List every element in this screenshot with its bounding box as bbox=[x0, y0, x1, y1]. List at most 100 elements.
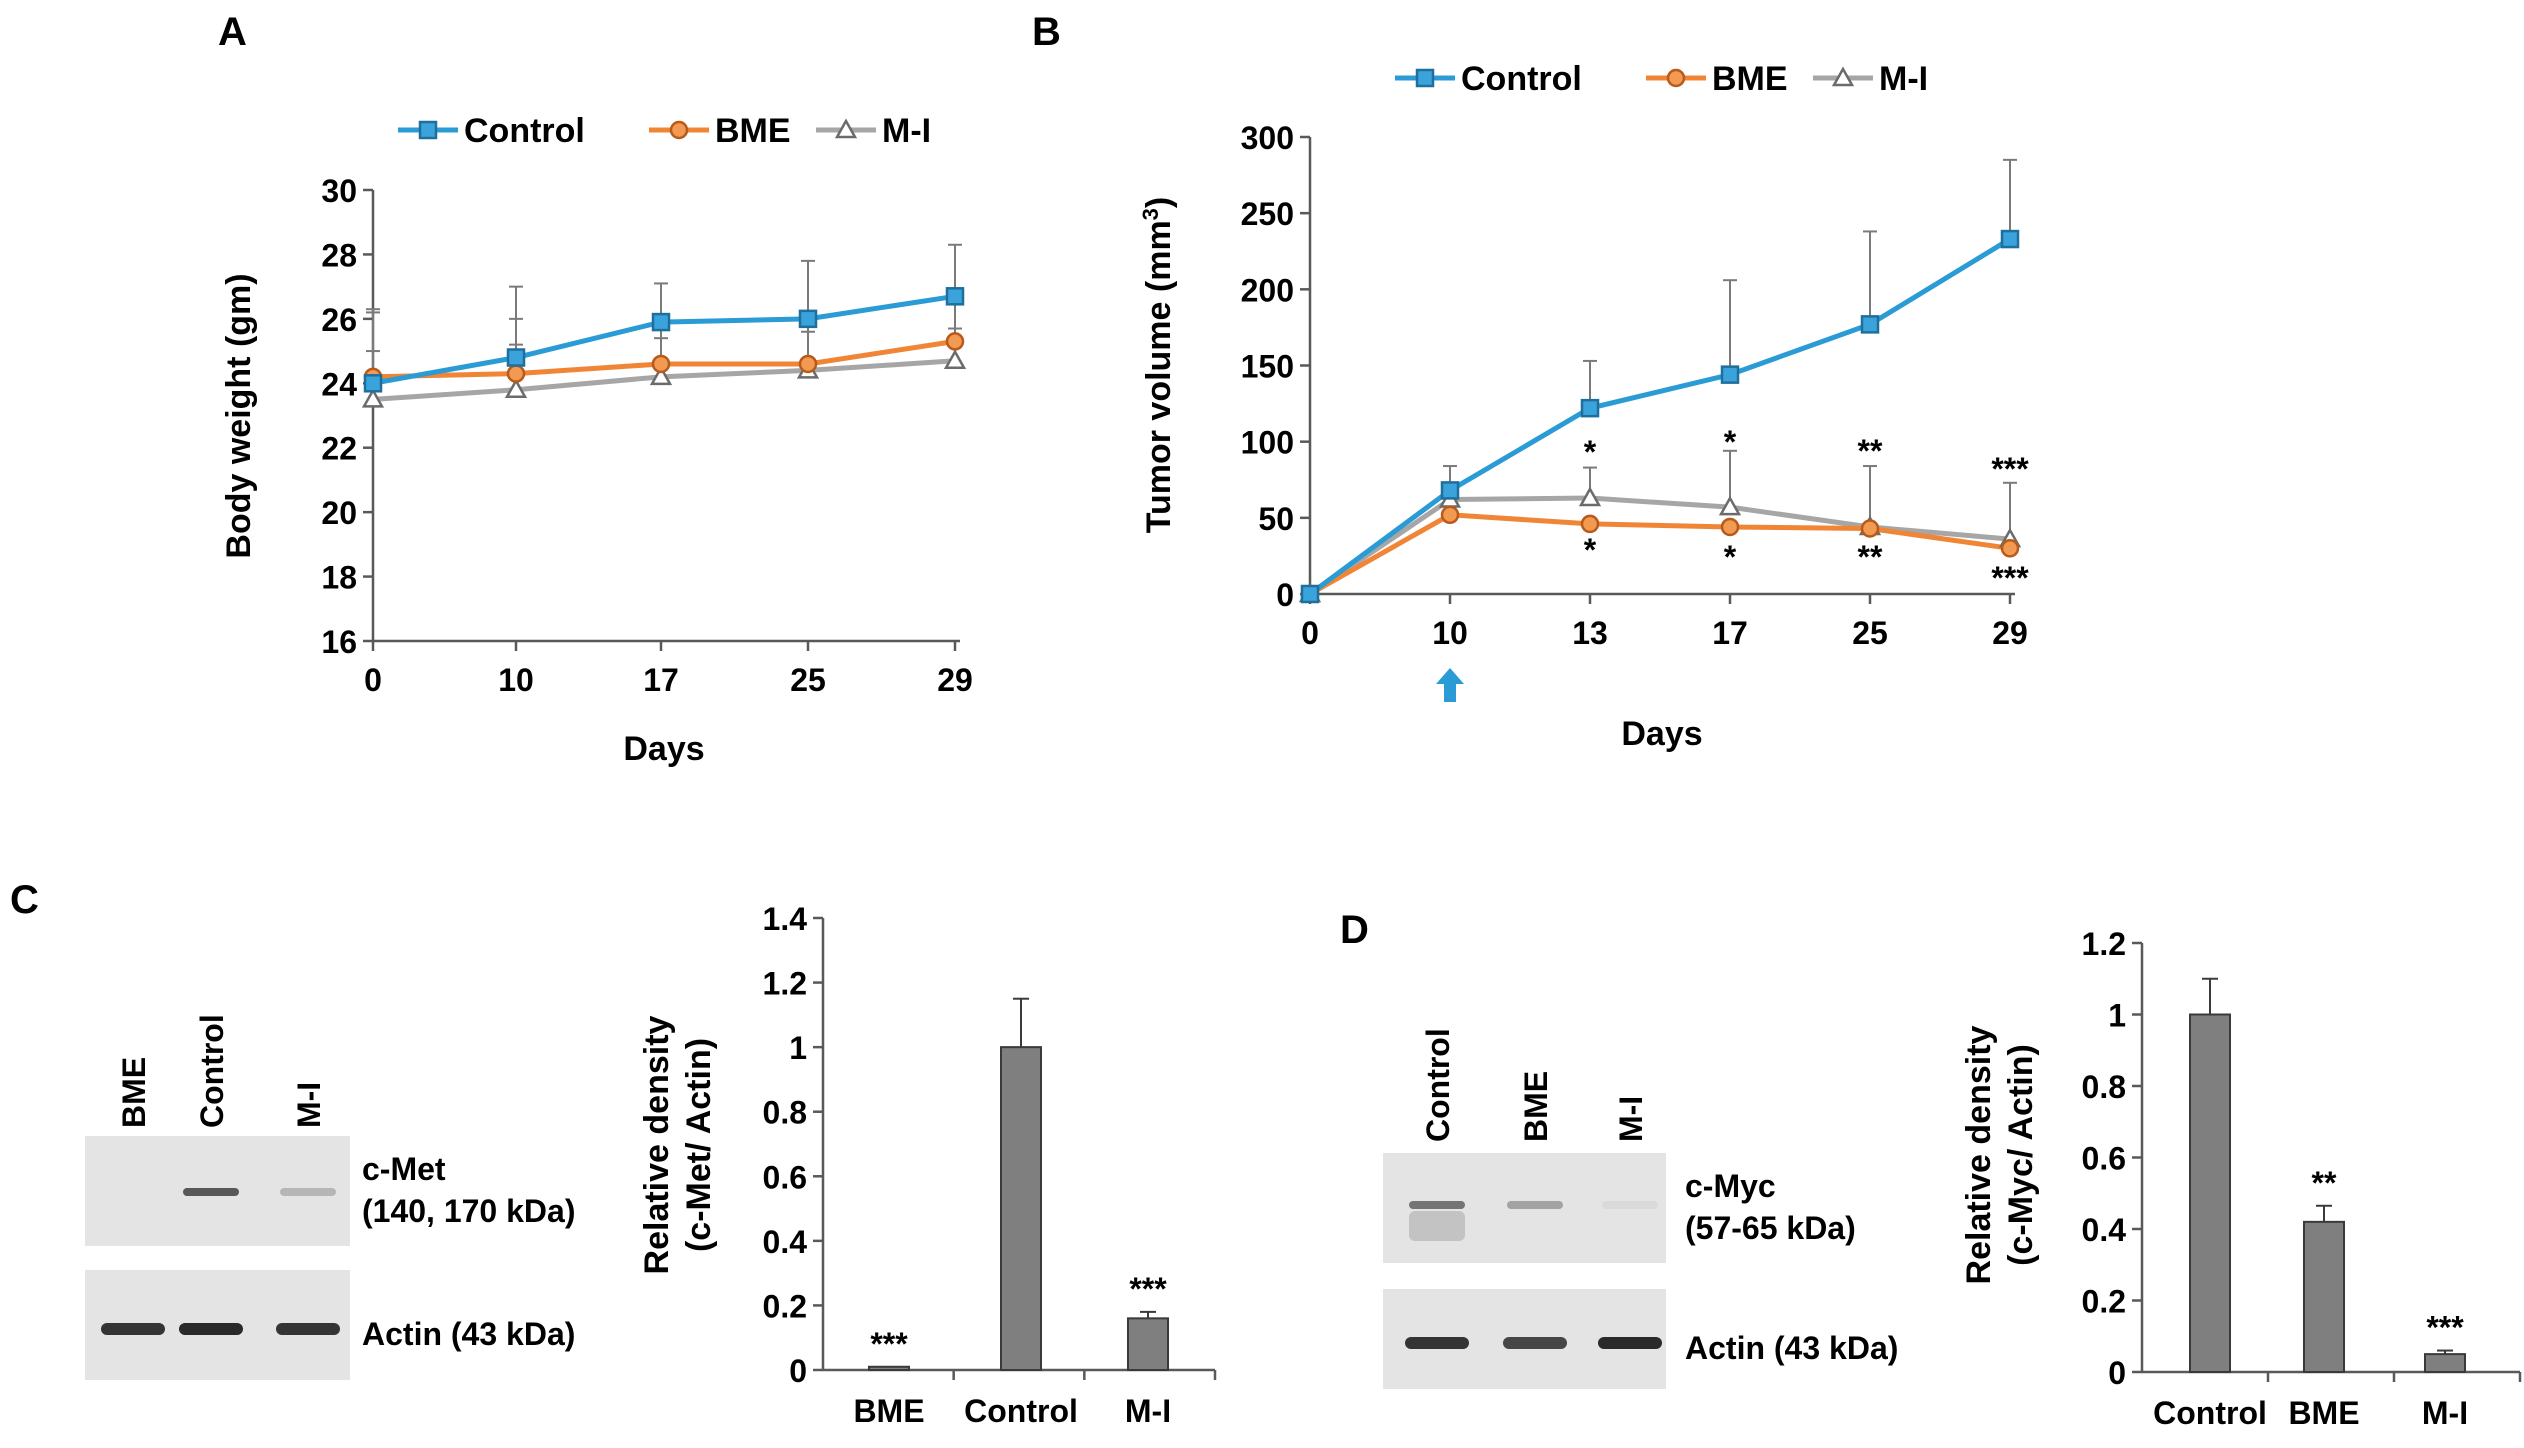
chart-a-point-bme-2 bbox=[651, 354, 671, 374]
chart-d-sig-label-2: *** bbox=[2426, 1310, 2464, 1346]
blot-d-actin-label: Actin (43 kDa) bbox=[1685, 1330, 1898, 1366]
blot-d-target-label-2: (57-65 kDa) bbox=[1685, 1210, 1856, 1246]
chart-b-point-control-3 bbox=[1720, 365, 1740, 384]
chart-a-x-tick-label-0: 0 bbox=[364, 662, 382, 698]
chart-c-bar-1 bbox=[1000, 1046, 1042, 1371]
chart-a-x-tick-label-1: 10 bbox=[498, 662, 534, 698]
chart-b-x-tick-label-2: 13 bbox=[1572, 615, 1608, 651]
chart-a-x-tick-label-4: 29 bbox=[937, 662, 973, 698]
blot-c-target-band-2 bbox=[280, 1188, 336, 1196]
blot-c-target-label-1: c-Met bbox=[362, 1151, 446, 1187]
blot-c-lane-label-1: Control bbox=[194, 1014, 230, 1128]
chart-d-y-tick-label-5: 1 bbox=[2108, 998, 2126, 1034]
chart-b-y-tick-label-0: 0 bbox=[1276, 577, 1294, 613]
chart-d-x-tick-label-1: BME bbox=[2288, 1395, 2359, 1431]
blot-d-target-band-1 bbox=[1507, 1201, 1563, 1209]
chart-d-y-tick-label-0: 0 bbox=[2108, 1355, 2126, 1391]
blot-d-actin-band-2 bbox=[1598, 1337, 1662, 1349]
chart-b-y-tick-label-3: 150 bbox=[1241, 349, 1294, 385]
chart-d-sig-label-1: ** bbox=[2312, 1165, 2337, 1201]
chart-c-y-tick-label-3: 0.6 bbox=[763, 1159, 807, 1195]
panel-letter-b: B bbox=[1032, 10, 1061, 54]
panel-letter-d: D bbox=[1340, 908, 1369, 952]
chart-a-legend-marker-2 bbox=[834, 118, 858, 139]
chart-b-point-m-i-3 bbox=[1718, 495, 1742, 516]
chart-d-cmyc-density: 0 0.2 0.4 0.6 0.8 1 1.2 Control ** BME *** M-I Relat… bbox=[1960, 926, 2522, 1431]
chart-b-series-line-control bbox=[1308, 236, 2012, 597]
chart-d-ylabel-1: Relative density bbox=[1960, 1025, 1998, 1284]
chart-b-point-bme-2 bbox=[1580, 514, 1600, 534]
chart-b-point-control-1 bbox=[1440, 481, 1460, 500]
chart-c-bar-2 bbox=[1127, 1317, 1169, 1372]
chart-a-point-m-i-2 bbox=[649, 365, 673, 386]
chart-c-y-tick-label-7: 1.4 bbox=[763, 901, 808, 937]
chart-d-y-tick-label-1: 0.2 bbox=[2082, 1284, 2126, 1320]
blot-d-target-band-2 bbox=[1602, 1201, 1658, 1209]
chart-c-bar-0 bbox=[868, 1365, 910, 1372]
chart-a-point-bme-1 bbox=[506, 364, 526, 383]
chart-a-legend-label-1: BME bbox=[715, 112, 791, 150]
blot-d-lane-label-1: BME bbox=[1518, 1071, 1554, 1142]
chart-c-ylabel-2: (c-Met/ Actin) bbox=[680, 1038, 718, 1252]
chart-b-legend-label-1: BME bbox=[1712, 60, 1788, 98]
chart-a-point-m-i-0 bbox=[361, 387, 385, 408]
chart-c-sig-label-0: *** bbox=[870, 1326, 908, 1362]
blot-c-actin-band-0 bbox=[101, 1323, 165, 1335]
chart-a-point-control-0 bbox=[363, 374, 383, 393]
chart-b-annotation-below-1: * bbox=[1724, 539, 1737, 575]
chart-c-x-tick-label-0: BME bbox=[853, 1393, 924, 1429]
blot-d-target-band-0 bbox=[1409, 1201, 1465, 1209]
chart-a-point-m-i-1 bbox=[504, 378, 528, 398]
chart-b-y-tick-label-4: 200 bbox=[1241, 272, 1294, 308]
chart-a-y-tick-label-3: 22 bbox=[321, 431, 357, 467]
chart-d-y-tick-label-4: 0.8 bbox=[2082, 1069, 2126, 1105]
chart-c-y-tick-label-2: 0.4 bbox=[763, 1224, 808, 1260]
chart-a-x-tick-label-3: 25 bbox=[790, 662, 826, 698]
chart-a-point-control-4 bbox=[945, 287, 965, 306]
chart-b-x-tick-label-3: 17 bbox=[1712, 615, 1748, 651]
chart-b-annotation-below-0: * bbox=[1584, 532, 1597, 568]
blot-c-actin-band-2 bbox=[276, 1323, 340, 1335]
chart-a-y-tick-label-0: 16 bbox=[321, 624, 357, 660]
chart-a-legend-label-2: M-I bbox=[882, 112, 931, 150]
blot-c-lane-label-2: M-I bbox=[291, 1082, 327, 1128]
chart-b-point-m-i-2 bbox=[1578, 486, 1602, 507]
chart-b-annotation-below-2: ** bbox=[1858, 539, 1883, 575]
chart-c-y-tick-label-6: 1.2 bbox=[763, 966, 807, 1002]
blot-d-actin-band-1 bbox=[1503, 1337, 1567, 1349]
chart-c-y-tick-label-0: 0 bbox=[789, 1353, 807, 1389]
chart-b-series-line-m-i bbox=[1308, 495, 2011, 597]
chart-b-legend-label-0: Control bbox=[1461, 60, 1582, 98]
chart-c-x-tick-label-2: M-I bbox=[1125, 1393, 1171, 1429]
chart-b-point-bme-5 bbox=[2000, 539, 2020, 558]
blot-d-actin-band-0 bbox=[1405, 1337, 1469, 1349]
chart-d-y-tick-label-3: 0.6 bbox=[2082, 1141, 2126, 1177]
chart-b-ylabel: Tumor volume (mm3) bbox=[1138, 197, 1179, 534]
blot-d-target-label-1: c-Myc bbox=[1685, 1168, 1776, 1204]
chart-b-point-bme-1 bbox=[1440, 505, 1460, 525]
blot-c-actin-label: Actin (43 kDa) bbox=[362, 1316, 575, 1352]
chart-d-y-tick-label-6: 1.2 bbox=[2082, 926, 2126, 962]
chart-b-y-tick-label-5: 250 bbox=[1241, 196, 1294, 232]
chart-a-y-tick-label-4: 24 bbox=[321, 366, 357, 402]
chart-b-annotation-above-3: *** bbox=[1991, 451, 2029, 487]
chart-d-bar-0 bbox=[2189, 1013, 2231, 1373]
chart-b-point-bme-4 bbox=[1860, 519, 1880, 538]
chart-c-sig-label-2: *** bbox=[1129, 1271, 1167, 1307]
chart-a-point-control-2 bbox=[651, 312, 671, 332]
chart-a-point-m-i-4 bbox=[943, 349, 967, 369]
chart-c-cmet-density: 0 0.2 0.4 0.6 0.8 1 1.2 1.4 *** BME Control *** M-I R… bbox=[638, 901, 1217, 1429]
chart-a-point-control-1 bbox=[506, 348, 526, 367]
chart-a-point-bme-3 bbox=[798, 354, 818, 374]
chart-a-y-tick-label-2: 20 bbox=[321, 495, 357, 531]
chart-c-ylabel-1: Relative density bbox=[638, 1015, 676, 1274]
blot-c-target-band-1 bbox=[183, 1188, 239, 1196]
blot-c-actin-band-1 bbox=[179, 1323, 243, 1335]
chart-a-legend-marker-0 bbox=[418, 120, 438, 140]
blot-c-lane-label-0: BME bbox=[116, 1057, 152, 1128]
chart-b-x-tick-label-0: 0 bbox=[1301, 615, 1319, 651]
chart-b-y-tick-label-6: 300 bbox=[1241, 120, 1294, 156]
chart-a-xlabel: Days bbox=[623, 730, 704, 768]
chart-b-x-tick-label-1: 10 bbox=[1432, 615, 1468, 651]
